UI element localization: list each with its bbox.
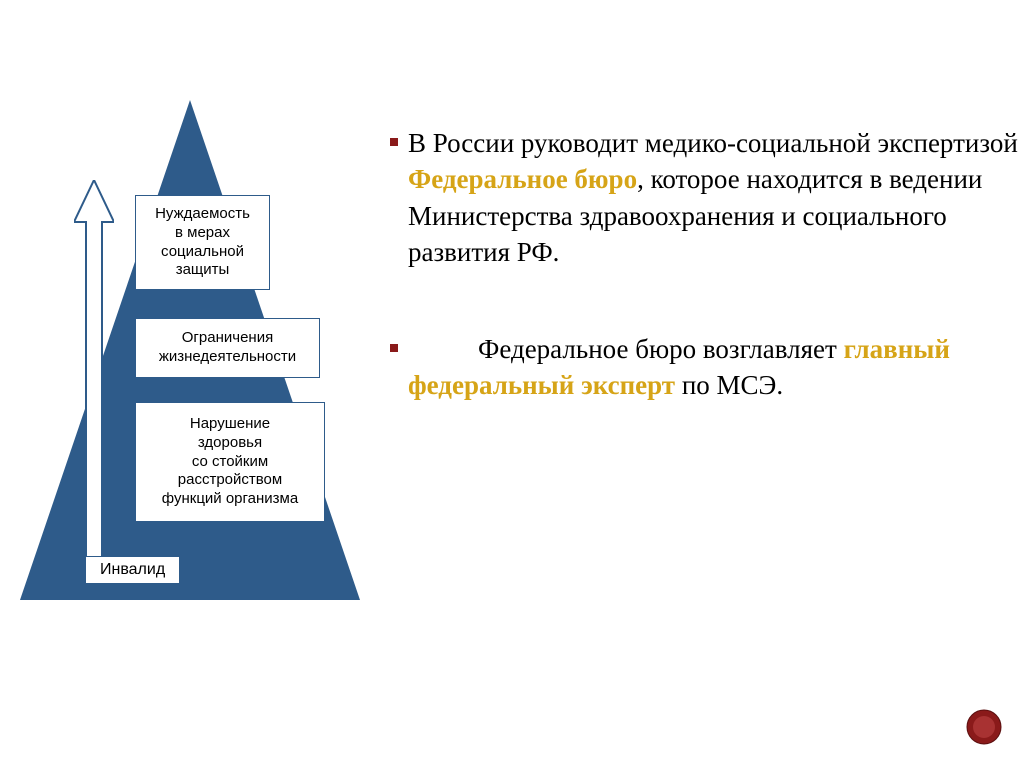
bullet-marker-icon: [390, 344, 398, 352]
bullet-marker-icon: [390, 138, 398, 146]
page-badge-icon: [966, 709, 1002, 745]
diagram-box-limits: Ограничения жизнедеятельности: [135, 318, 320, 378]
diagram-box-text: Ограничения жизнедеятельности: [159, 329, 296, 367]
diagram-box-health: Нарушение здоровья со стойким расстройст…: [135, 402, 325, 522]
diagram-box-text: Нарушение здоровья со стойким расстройст…: [162, 415, 298, 509]
up-arrow-icon: [74, 180, 114, 560]
bullet-item: Федеральное бюро возглавляет главный фед…: [390, 331, 1024, 404]
text-column: В России руководит медико-социальной экс…: [390, 100, 1024, 620]
diagram-box-text: Нуждаемость в мерах социальной защиты: [155, 205, 250, 280]
bullet-text: Федеральное бюро возглавляет главный фед…: [408, 331, 1024, 404]
diagram-box-need: Нуждаемость в мерах социальной защиты: [135, 195, 270, 290]
diagram-base-label: Инвалид: [85, 556, 180, 584]
diagram-base-text: Инвалид: [100, 561, 165, 578]
pyramid-diagram: Нуждаемость в мерах социальной защиты Ог…: [20, 100, 360, 620]
bullet-text: В России руководит медико-социальной экс…: [408, 125, 1024, 271]
bullet-item: В России руководит медико-социальной экс…: [390, 125, 1024, 271]
slide-content: Нуждаемость в мерах социальной защиты Ог…: [0, 0, 1024, 620]
